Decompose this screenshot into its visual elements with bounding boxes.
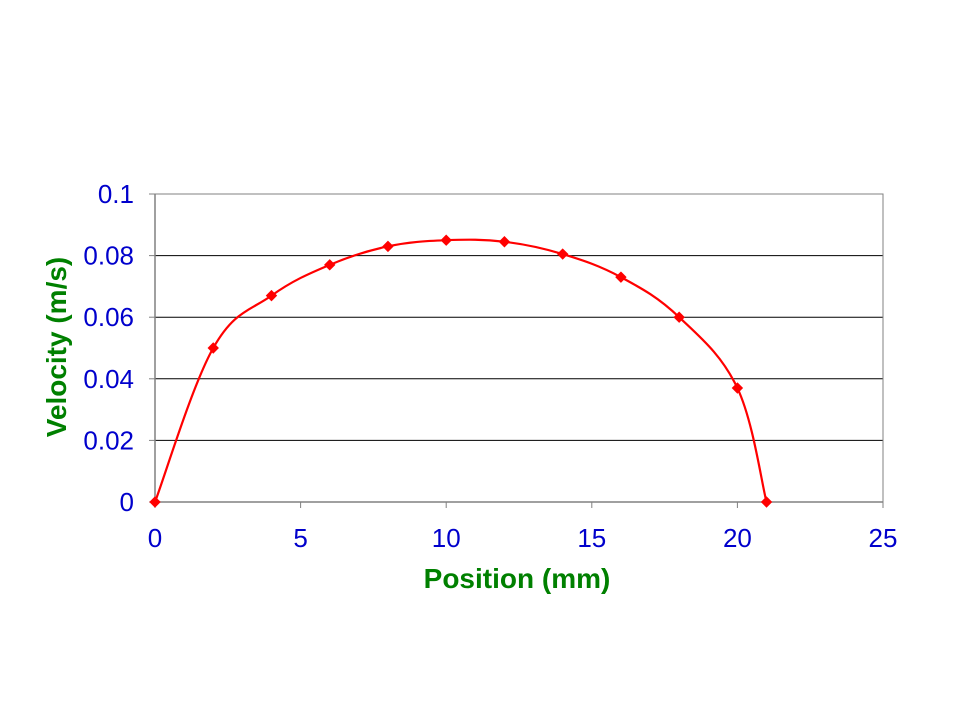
y-tick-label: 0.02 xyxy=(83,425,134,455)
y-axis-title: Velocity (m/s) xyxy=(41,257,72,438)
y-tick-label: 0 xyxy=(120,487,134,517)
x-tick-label: 25 xyxy=(869,523,898,553)
series-layer xyxy=(149,234,773,508)
y-tick-label: 0.06 xyxy=(83,302,134,332)
x-tick-label: 0 xyxy=(148,523,162,553)
data-point xyxy=(265,289,278,302)
data-point xyxy=(382,240,394,253)
series-line xyxy=(153,238,768,503)
data-point xyxy=(498,236,511,248)
y-tick-label: 0.08 xyxy=(83,241,134,271)
axes xyxy=(149,193,884,508)
tick-labels: 0 0.02 0.04 0.06 0.08 0.1 0 5 10 15 20 25 xyxy=(83,179,897,553)
y-tick-label: 0.1 xyxy=(98,179,134,209)
data-point xyxy=(324,259,336,271)
data-point xyxy=(149,496,161,508)
x-tick-label: 15 xyxy=(577,523,606,553)
x-tick-label: 10 xyxy=(432,523,461,553)
data-point xyxy=(207,342,219,354)
data-point xyxy=(556,248,569,260)
data-point xyxy=(673,311,685,323)
x-axis-title: Position (mm) xyxy=(424,563,611,594)
grid-lines xyxy=(155,193,883,441)
data-point xyxy=(760,496,773,508)
data-point xyxy=(731,382,744,394)
x-tick-label: 5 xyxy=(293,523,307,553)
y-tick-label: 0.04 xyxy=(83,364,134,394)
plot-area-frame xyxy=(154,193,884,503)
x-tick-label: 20 xyxy=(723,523,752,553)
data-point xyxy=(440,234,452,246)
data-point xyxy=(615,271,627,283)
